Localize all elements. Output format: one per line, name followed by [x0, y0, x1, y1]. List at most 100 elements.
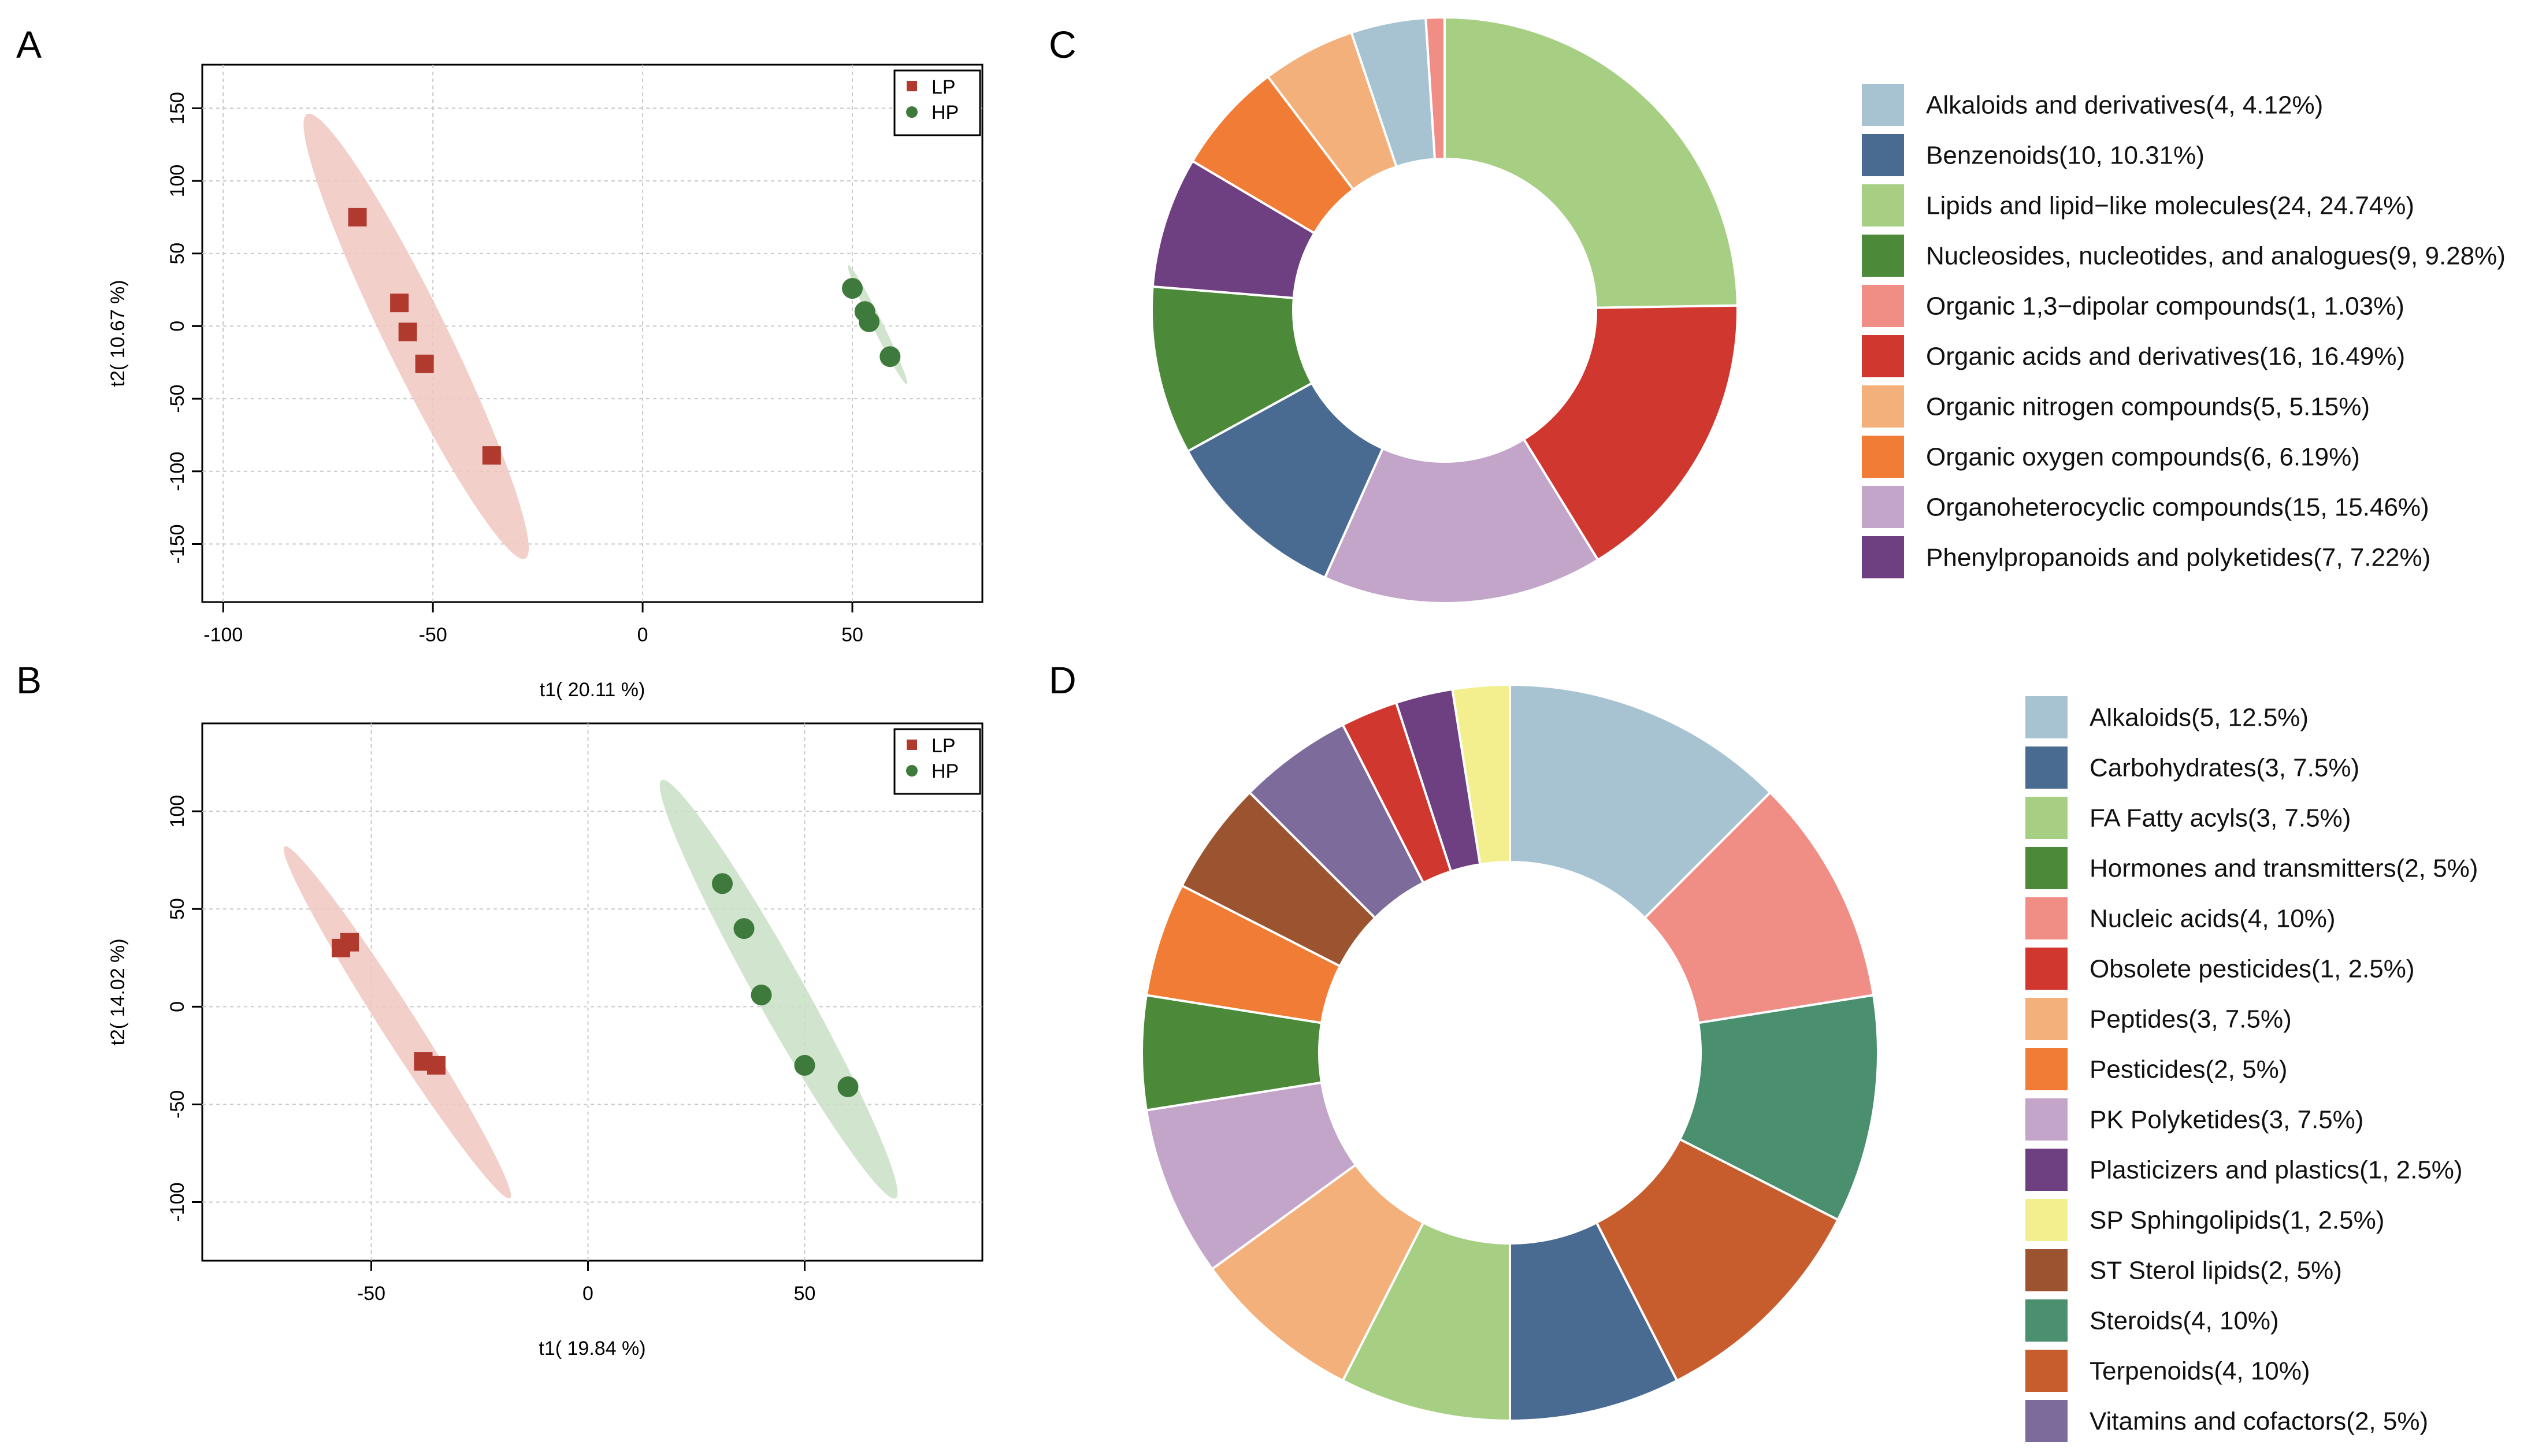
legend-label: Pesticides(2, 5%) — [2090, 1056, 2287, 1084]
x-tick-label: 0 — [582, 1283, 593, 1305]
gridlines — [202, 723, 982, 1261]
legend-label: Vitamins and cofactors(2, 5%) — [2090, 1407, 2428, 1436]
legend-label: Plasticizers and plastics(1, 2.5%) — [2090, 1156, 2463, 1184]
legend-swatch — [2025, 1098, 2068, 1141]
donut-slices — [1140, 683, 1880, 1422]
y-tick-label: 50 — [166, 898, 188, 920]
legend-swatch — [2025, 746, 2068, 789]
legend-swatch — [2025, 1350, 2068, 1392]
confidence-ellipse-hp — [659, 779, 898, 1199]
legend-swatch — [1862, 486, 1904, 528]
y-tick-label: 150 — [166, 92, 188, 125]
legend-swatch — [1862, 285, 1904, 327]
legend-swatch — [1862, 184, 1904, 226]
data-point-hp — [712, 873, 733, 894]
y-axis-ticks: -150 -100 -50 0 50 100 150 — [166, 92, 202, 563]
legend-label: ST Sterol lipids(2, 5%) — [2090, 1257, 2342, 1285]
legend-label: Nucleosides, nucleotides, and analogues(… — [1926, 242, 2506, 270]
y-tick-label: -150 — [166, 524, 188, 563]
donut-chart-c: Alkaloids and derivatives(4, 4.12%) Benze… — [1151, 16, 2506, 604]
legend-swatch — [2025, 1299, 2068, 1342]
legend-label: Organic nitrogen compounds(5, 5.15%) — [1926, 393, 2370, 421]
legend-marker-hp — [906, 765, 918, 777]
data-point-hp — [859, 311, 880, 332]
data-point-hp — [733, 918, 755, 939]
data-point-lp — [398, 322, 417, 341]
x-tick-label: 0 — [637, 624, 648, 646]
legend-swatch — [2025, 797, 2068, 839]
legend-label: SP Sphingolipids(1, 2.5%) — [2090, 1206, 2384, 1235]
panel-label-a: A — [16, 23, 42, 66]
legend: LP HP — [893, 69, 981, 136]
legend-label-lp: LP — [932, 76, 956, 98]
data-point-lp — [390, 294, 409, 313]
y-axis-label: t2( 10.67 %) — [107, 280, 129, 387]
legend-label: Phenylpropanoids and polyketides(7, 7.22… — [1926, 544, 2430, 572]
legend-label: Steroids(4, 10%) — [2090, 1307, 2279, 1335]
panel-label-c: C — [1049, 23, 1077, 66]
legend-swatch — [2025, 1199, 2068, 1241]
gridlines — [202, 65, 982, 602]
legend-marker-lp — [907, 81, 917, 91]
legend-swatch — [2025, 998, 2068, 1040]
legend-label: FA Fatty acyls(3, 7.5%) — [2090, 804, 2351, 833]
plot-frame — [201, 722, 984, 1262]
legend-label: Carbohydrates(3, 7.5%) — [2090, 754, 2359, 782]
legend-label: Organic oxygen compounds(6, 6.19%) — [1926, 443, 2360, 471]
data-points — [348, 207, 901, 465]
legend-swatch — [1862, 235, 1904, 277]
y-tick-label: -100 — [166, 452, 188, 491]
panel-label-d: D — [1049, 659, 1077, 701]
scatter-plot-b: -50 0 50 -100 -50 0 50 100 t1( 19.84 %) t2( 14… — [107, 722, 984, 1360]
data-point-hp — [879, 346, 901, 367]
y-axis-label: t2( 14.02 %) — [107, 938, 129, 1045]
x-axis-label: t1( 19.84 %) — [539, 1338, 645, 1360]
legend-label: Lipids and lipid−like molecules(24, 24.7… — [1926, 192, 2414, 220]
donut-slice — [1186, 381, 1385, 580]
legend-swatch — [2025, 1400, 2068, 1442]
legend-swatch — [1862, 436, 1904, 478]
x-axis-label: t1( 20.11 %) — [540, 679, 645, 701]
legend-label: Hormones and transmitters(2, 5%) — [2090, 855, 2478, 883]
x-tick-label: -50 — [357, 1283, 385, 1305]
legend-swatch — [1862, 385, 1904, 428]
x-tick-label: 50 — [841, 624, 863, 646]
donut-chart-d: Alkaloids(5, 12.5%) Carbohydrates(3, 7.5%… — [1140, 683, 2478, 1442]
y-tick-label: -50 — [166, 1090, 188, 1119]
data-point-hp — [837, 1076, 859, 1098]
panel-label-b: B — [16, 659, 42, 701]
confidence-ellipse-lp — [283, 846, 511, 1199]
donut-slice — [1643, 790, 1875, 1024]
data-point-lp — [340, 933, 359, 952]
legend-label: Obsolete pesticides(1, 2.5%) — [2090, 955, 2415, 983]
y-tick-label: 0 — [166, 1001, 188, 1012]
legend-label: Organic acids and derivatives(16, 16.49%… — [1926, 343, 2405, 371]
scatter-plot-a: -100 -50 0 50 -150 -100 -50 0 50 100 150 t1( 20.1… — [107, 64, 984, 701]
data-point-hp — [842, 278, 863, 299]
legend-marker-hp — [906, 106, 918, 118]
donut-slice — [1424, 16, 1446, 161]
donut-slice — [1443, 16, 1739, 309]
legend-label: Nucleic acids(4, 10%) — [2090, 905, 2336, 933]
legend-label: Organic 1,3−dipolar compounds(1, 1.03%) — [1926, 292, 2404, 321]
y-axis-ticks: -100 -50 0 50 100 — [166, 795, 202, 1222]
data-points — [332, 873, 859, 1098]
legend-swatch — [1862, 335, 1904, 377]
legend-swatch — [2025, 1048, 2068, 1090]
x-axis-ticks: -50 0 50 — [357, 1261, 815, 1305]
legend-swatch — [1862, 84, 1904, 126]
legend: Alkaloids and derivatives(4, 4.12%) Benze… — [1862, 84, 2506, 578]
data-point-lp — [427, 1056, 446, 1075]
legend-label: Alkaloids(5, 12.5%) — [2090, 704, 2309, 732]
donut-slice — [1522, 304, 1739, 562]
data-point-hp — [794, 1054, 815, 1076]
x-tick-label: 50 — [794, 1283, 816, 1305]
donut-slice — [1595, 1138, 1840, 1383]
legend-marker-lp — [907, 740, 917, 750]
legend-label-hp: HP — [932, 760, 959, 782]
legend-swatch — [2025, 1149, 2068, 1191]
y-tick-label: 50 — [166, 243, 188, 265]
donut-slice — [1323, 437, 1600, 604]
legend-swatch — [2025, 897, 2068, 939]
